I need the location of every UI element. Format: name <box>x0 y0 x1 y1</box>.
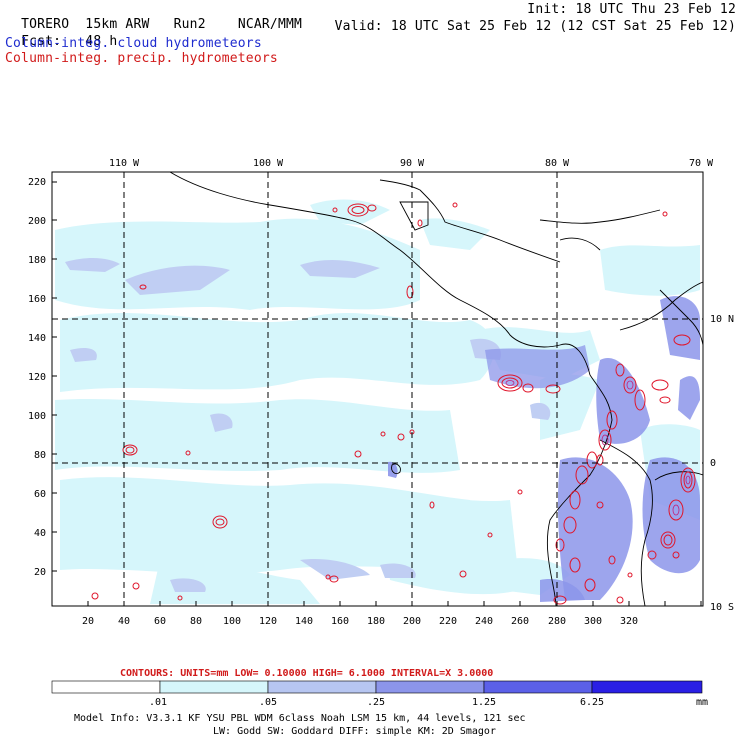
colorbar-segment <box>591 680 703 694</box>
lat-label-10n: 10 N <box>710 314 734 325</box>
model-info-line1: Model Info: V3.3.1 KF YSU PBL WDM 6class… <box>74 713 526 724</box>
y-tick-label: 20 <box>34 567 46 578</box>
x-tick-label: 80 <box>190 616 202 627</box>
precip-field-label: Column-integ. precip. hydrometeors <box>5 51 278 66</box>
y-tick-label: 80 <box>34 450 46 461</box>
x-tick-label: 100 <box>223 616 241 627</box>
coastlines <box>169 172 703 606</box>
x-tick-label: 200 <box>403 616 421 627</box>
x-tick-label: 280 <box>548 616 566 627</box>
precip-contours-alt <box>505 380 691 516</box>
precip-contours <box>91 202 696 605</box>
colorbar-segment <box>267 680 377 694</box>
lat-label-10s: 10 S <box>710 602 734 613</box>
x-tick-label: 240 <box>475 616 493 627</box>
map-frame <box>51 171 704 607</box>
model-info-line2: LW: Godd SW: Goddard DIFF: simple KM: 2D… <box>213 726 496 737</box>
graticule <box>52 172 703 606</box>
y-tick-label: 160 <box>28 294 46 305</box>
init-time: Init: 18 UTC Thu 23 Feb 12 <box>527 2 736 17</box>
model-name: TORERO <box>21 17 70 32</box>
lon-label-80w: 80 W <box>545 158 570 169</box>
colorbar <box>51 680 703 694</box>
colorbar-level: 6.25 <box>580 697 604 708</box>
x-tick-label: 220 <box>439 616 457 627</box>
x-tick-label: 300 <box>584 616 602 627</box>
colorbar-segment <box>159 680 269 694</box>
colorbar-unit: mm <box>696 697 708 708</box>
x-tick-label: 320 <box>620 616 638 627</box>
x-tick-label: 180 <box>367 616 385 627</box>
y-tick-label: 180 <box>28 255 46 266</box>
colorbar-level: .01 <box>149 697 167 708</box>
model-run: Run2 <box>173 17 206 32</box>
colorbar-segment <box>51 680 161 694</box>
lat-label-0: 0 <box>710 458 716 469</box>
y-tick-label: 120 <box>28 372 46 383</box>
fcst-value: 48 h <box>85 34 118 49</box>
x-tick-label: 260 <box>511 616 529 627</box>
axis-ticks <box>52 181 702 606</box>
y-tick-label: 140 <box>28 333 46 344</box>
contour-note: CONTOURS: UNITS=mm LOW= 0.10000 HIGH= 6.… <box>120 668 493 679</box>
y-tick-label: 40 <box>34 528 46 539</box>
cloud-field-label: Column-integ. cloud hydrometeors <box>5 36 262 51</box>
lon-label-70w: 70 W <box>689 158 714 169</box>
colorbar-segment <box>375 680 485 694</box>
fcst-label: Fcst: <box>21 34 62 49</box>
header-model: TORERO 15km ARW Run2 NCAR/MMM <box>5 2 302 32</box>
forecast-hour: Fcst: 48 h <box>5 19 117 49</box>
model-org: NCAR/MMM <box>237 17 303 32</box>
x-tick-label: 120 <box>259 616 277 627</box>
lon-label-90w: 90 W <box>400 158 425 169</box>
x-tick-label: 160 <box>331 616 349 627</box>
lon-label-100w: 100 W <box>253 158 284 169</box>
x-tick-label: 40 <box>118 616 130 627</box>
y-tick-label: 200 <box>28 216 46 227</box>
colorbar-level: .05 <box>259 697 277 708</box>
y-tick-label: 60 <box>34 489 46 500</box>
y-tick-label: 100 <box>28 411 46 422</box>
lon-label-110w: 110 W <box>109 158 140 169</box>
colorbar-level: .25 <box>367 697 385 708</box>
colorbar-segment <box>483 680 593 694</box>
colorbar-level: 1.25 <box>472 697 496 708</box>
y-tick-label: 220 <box>28 177 46 188</box>
x-tick-label: 60 <box>154 616 166 627</box>
valid-time: Valid: 18 UTC Sat 25 Feb 12 (12 CST Sat … <box>334 19 736 34</box>
x-tick-label: 20 <box>82 616 94 627</box>
x-tick-label: 140 <box>295 616 313 627</box>
model-resolution: 15km ARW <box>85 17 150 32</box>
